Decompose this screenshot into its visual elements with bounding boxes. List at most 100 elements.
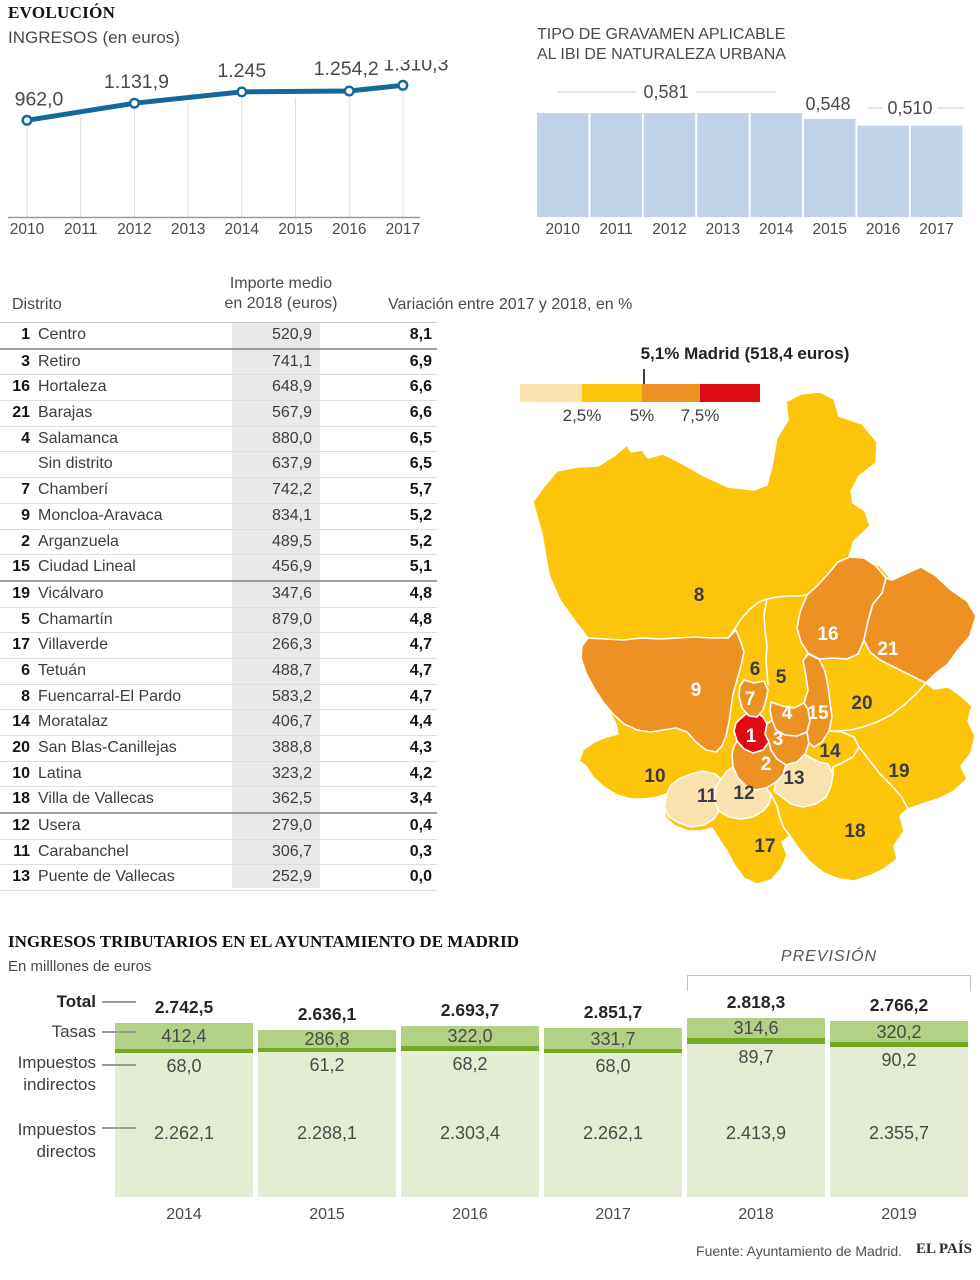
line-point: [21, 114, 33, 126]
importe-medio-value: 879,0: [271, 610, 312, 628]
rate-chart-title-line1: TIPO DE GRAVAMEN APLICABLE: [537, 26, 786, 43]
table-header-distrito: Distrito: [12, 296, 62, 313]
variacion-value: 4,8: [409, 584, 432, 602]
district-number: 19: [12, 584, 30, 602]
district-name: Villa de Vallecas: [38, 790, 154, 808]
svg-text:2012: 2012: [652, 221, 686, 238]
table-row: 13 Puente de Vallecas 252,9 0,0: [0, 865, 437, 892]
district-label-10: 10: [644, 766, 665, 787]
district-label-14: 14: [819, 741, 841, 762]
ingresos-line-chart: 962,0 1.131,9 1.245 1.254,2 1.310,3 2010 2011 2…: [8, 60, 448, 238]
variacion-value: 5,2: [409, 506, 432, 524]
impuestos-directos-segment: [544, 1053, 682, 1197]
svg-text:2011: 2011: [599, 221, 632, 238]
district-label-21: 21: [877, 639, 899, 660]
district-name: Centro: [38, 326, 87, 343]
district-number: 9: [21, 506, 30, 524]
impuestos-directos-segment: [687, 1043, 825, 1197]
importe-medio-value: 742,2: [271, 481, 312, 499]
table-row: 3 Retiro 741,1 6,9: [0, 350, 437, 376]
district-number: 3: [21, 352, 30, 370]
svg-text:1.310,3: 1.310,3: [383, 60, 448, 75]
tasas-segment: [401, 1026, 539, 1047]
impuestos-directos-segment: [115, 1053, 253, 1197]
map-legend-marker: [643, 369, 645, 398]
district-name: Moratalaz: [38, 713, 109, 731]
table-row: 1 Centro 520,9 8,1: [0, 323, 437, 350]
table-shaded-column: [232, 322, 320, 888]
district-number: 18: [12, 790, 30, 808]
table-header-importe: Importe medio en 2018 (euros): [200, 274, 362, 314]
svg-text:962,0: 962,0: [15, 88, 64, 110]
variacion-value: 5,7: [409, 481, 432, 499]
map-legend-highlight: 5,1% Madrid (518,4 euros): [640, 344, 850, 363]
district-name: Moncloa-Aravaca: [38, 506, 163, 524]
svg-text:2014: 2014: [225, 221, 260, 238]
importe-medio-value: 456,9: [271, 558, 312, 576]
tasas-value: 412,4: [161, 1025, 207, 1046]
table-header-importe-line1: Importe medio: [229, 275, 333, 292]
district-name: Tetuán: [38, 661, 87, 679]
district-label-6: 6: [750, 659, 761, 680]
district-number: 20: [12, 739, 30, 756]
table-row: 5 Chamartín 879,0 4,8: [0, 608, 437, 634]
table-row: 21 Barajas 567,9 6,6: [0, 401, 437, 427]
district-number: 11: [13, 842, 30, 860]
tasas-value: 286,8: [304, 1028, 350, 1049]
svg-text:2015: 2015: [812, 221, 846, 238]
table-row: Sin distrito 637,9 6,5: [0, 452, 437, 479]
year-label: 2019: [881, 1206, 917, 1223]
district-shape-21: [863, 566, 977, 684]
table-row: 10 Latina 323,2 4,2: [0, 762, 437, 788]
impuestos-directos-value: 2.355,7: [868, 1123, 930, 1143]
tasas-segment: [830, 1021, 968, 1042]
svg-text:2016: 2016: [332, 221, 366, 238]
district-label-20: 20: [851, 693, 872, 714]
impuestos-directos-value: 2.262,1: [582, 1123, 644, 1143]
district-border: [858, 746, 909, 810]
svg-text:0,510: 0,510: [887, 98, 932, 118]
impuestos-directos-value: 2.288,1: [296, 1123, 358, 1143]
impuestos-indirectos-value: 68,2: [452, 1053, 488, 1074]
series-label-impuestos-directos: Impuestos directos: [17, 1120, 96, 1161]
variacion-value: 3,4: [409, 790, 432, 808]
district-shape-12: [713, 766, 772, 820]
district-number: 13: [12, 868, 30, 886]
tasas-value: 314,6: [733, 1018, 779, 1038]
district-number: 16: [12, 378, 30, 396]
svg-text:1.254,2: 1.254,2: [314, 60, 379, 80]
legend-segment-cream: [520, 384, 582, 402]
variacion-value: 6,6: [409, 378, 432, 396]
district-label-16: 16: [817, 624, 838, 645]
district-number: 10: [12, 764, 30, 782]
legend-tick-label: 7,5%: [680, 406, 720, 425]
total-value: 2.851,7: [583, 1002, 643, 1022]
district-label-13: 13: [783, 768, 804, 789]
district-number: 4: [21, 429, 30, 447]
district-border: [830, 682, 927, 732]
district-name: Retiro: [38, 352, 81, 370]
svg-text:1.245: 1.245: [217, 60, 266, 82]
table-row: 20 San Blas-Canillejas 388,8 4,3: [0, 736, 437, 762]
table-row: 4 Salamanca 880,0 6,5: [0, 427, 437, 453]
legend-segment-orange: [642, 384, 700, 402]
importe-medio-value: 741,1: [271, 352, 312, 370]
svg-text:1.131,9: 1.131,9: [104, 71, 169, 93]
district-label-9: 9: [691, 680, 702, 701]
variacion-value: 6,5: [409, 455, 432, 473]
year-label: 2018: [738, 1206, 774, 1223]
impuestos-indirectos-value: 68,0: [166, 1056, 202, 1077]
madrid-silhouette: [532, 391, 977, 885]
district-name: Fuencarral-El Pardo: [38, 687, 182, 705]
label-connector-line: [102, 1001, 136, 1003]
district-name: Villaverde: [38, 636, 108, 654]
svg-text:2017: 2017: [919, 221, 953, 238]
gravamen-bar: [590, 113, 642, 217]
year-label: 2016: [452, 1206, 488, 1223]
district-name: Arganzuela: [38, 532, 119, 550]
importe-medio-value: 279,0: [271, 817, 312, 835]
table-row: 7 Chamberí 742,2 5,7: [0, 478, 437, 504]
variacion-value: 6,5: [409, 429, 432, 447]
importe-medio-value: 266,3: [271, 636, 312, 654]
